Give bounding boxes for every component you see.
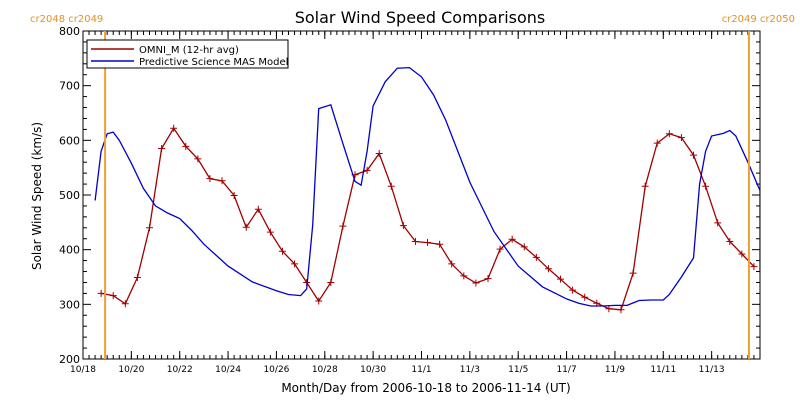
series-point-0 bbox=[315, 297, 323, 305]
chart-title: Solar Wind Speed Comparisons bbox=[295, 8, 546, 27]
plot-frame bbox=[82, 30, 761, 360]
series-point-0 bbox=[133, 274, 141, 282]
series-point-0 bbox=[339, 222, 347, 230]
series-point-0 bbox=[532, 253, 540, 261]
series-point-0 bbox=[677, 134, 685, 142]
legend: OMNI_M (12-hr avg)Predictive Science MAS… bbox=[86, 39, 289, 69]
x-tick-label: 10/20 bbox=[118, 365, 144, 375]
series-point-0 bbox=[170, 124, 178, 132]
series-point-0 bbox=[411, 237, 419, 245]
series-point-0 bbox=[750, 263, 758, 271]
series-point-0 bbox=[544, 265, 552, 273]
series-point-0 bbox=[484, 275, 492, 283]
series-point-0 bbox=[230, 192, 238, 200]
series-line-0 bbox=[100, 127, 755, 311]
series-line-1 bbox=[94, 66, 760, 307]
y-tick-label: 500 bbox=[59, 189, 80, 202]
series-point-0 bbox=[665, 130, 673, 138]
series-point-0 bbox=[702, 182, 710, 190]
series-point-0 bbox=[714, 219, 722, 227]
series-point-0 bbox=[158, 145, 166, 153]
series-point-0 bbox=[581, 293, 589, 301]
series-point-0 bbox=[182, 142, 190, 150]
y-tick-label: 400 bbox=[59, 244, 80, 257]
x-tick-label: 11/11 bbox=[650, 365, 676, 375]
series-point-0 bbox=[629, 269, 637, 277]
series-point-0 bbox=[218, 177, 226, 185]
series-point-0 bbox=[448, 260, 456, 268]
series-point-0 bbox=[472, 279, 480, 287]
x-tick-label: 10/28 bbox=[312, 365, 338, 375]
series-point-0 bbox=[557, 275, 565, 283]
series-point-0 bbox=[738, 250, 746, 258]
series-point-0 bbox=[387, 182, 395, 190]
series-point-0 bbox=[436, 240, 444, 248]
y-tick-label: 300 bbox=[59, 298, 80, 311]
legend-box bbox=[86, 39, 289, 69]
plot-area: 200 300 400 500 600 700 800 10/18 10/20 10/22 10/2… bbox=[59, 25, 761, 375]
series-point-0 bbox=[109, 292, 117, 300]
x-tick-label: 11/7 bbox=[556, 365, 576, 375]
y-axis-label: Solar Wind Speed (km/s) bbox=[30, 122, 44, 270]
series-point-0 bbox=[508, 235, 516, 243]
series-point-0 bbox=[641, 182, 649, 190]
y-tick-label: 700 bbox=[59, 80, 80, 93]
series-point-0 bbox=[242, 223, 250, 231]
series-point-0 bbox=[266, 228, 274, 236]
series-point-0 bbox=[653, 139, 661, 147]
legend-label-0: OMNI_M (12-hr avg) bbox=[139, 45, 239, 56]
x-tick-label: 11/3 bbox=[460, 365, 480, 375]
series-point-0 bbox=[145, 224, 153, 232]
series-point-0 bbox=[460, 272, 468, 280]
series-point-0 bbox=[97, 289, 105, 297]
x-tick-label: 10/26 bbox=[263, 365, 289, 375]
x-tick-label: 10/30 bbox=[360, 365, 386, 375]
x-tick-label: 11/9 bbox=[605, 365, 625, 375]
legend-label-1: Predictive Science MAS Model bbox=[139, 57, 288, 68]
x-tick-label: 11/13 bbox=[699, 365, 725, 375]
x-tick-label: 11/5 bbox=[508, 365, 528, 375]
x-axis-label: Month/Day from 2006-10-18 to 2006-11-14 … bbox=[281, 381, 570, 395]
series-point-0 bbox=[520, 243, 528, 251]
series-point-0 bbox=[206, 175, 214, 183]
series-point-0 bbox=[363, 166, 371, 174]
y-tick-label: 800 bbox=[59, 25, 80, 38]
series-point-0 bbox=[327, 278, 335, 286]
x-tick-label: 10/22 bbox=[167, 365, 193, 375]
series-point-0 bbox=[726, 237, 734, 245]
x-tick-label: 10/24 bbox=[215, 365, 241, 375]
series-point-0 bbox=[399, 222, 407, 230]
series-point-0 bbox=[291, 260, 299, 268]
series-point-0 bbox=[278, 247, 286, 255]
series-point-0 bbox=[605, 305, 613, 313]
series-point-0 bbox=[617, 306, 625, 314]
series-point-0 bbox=[194, 155, 202, 163]
series-point-0 bbox=[569, 286, 577, 294]
series-point-0 bbox=[121, 300, 129, 308]
y-tick-label: 200 bbox=[59, 353, 80, 366]
series-point-0 bbox=[496, 245, 504, 253]
series-point-0 bbox=[375, 149, 383, 157]
carrington-label: cr2048 cr2049 bbox=[30, 14, 103, 25]
y-tick-label: 600 bbox=[59, 134, 80, 147]
x-tick-label: 11/1 bbox=[411, 365, 431, 375]
series-point-0 bbox=[690, 151, 698, 159]
x-tick-label: 10/18 bbox=[70, 365, 96, 375]
carrington-label: cr2049 cr2050 bbox=[722, 14, 795, 25]
series-point-0 bbox=[254, 205, 262, 213]
series-point-0 bbox=[424, 239, 432, 247]
